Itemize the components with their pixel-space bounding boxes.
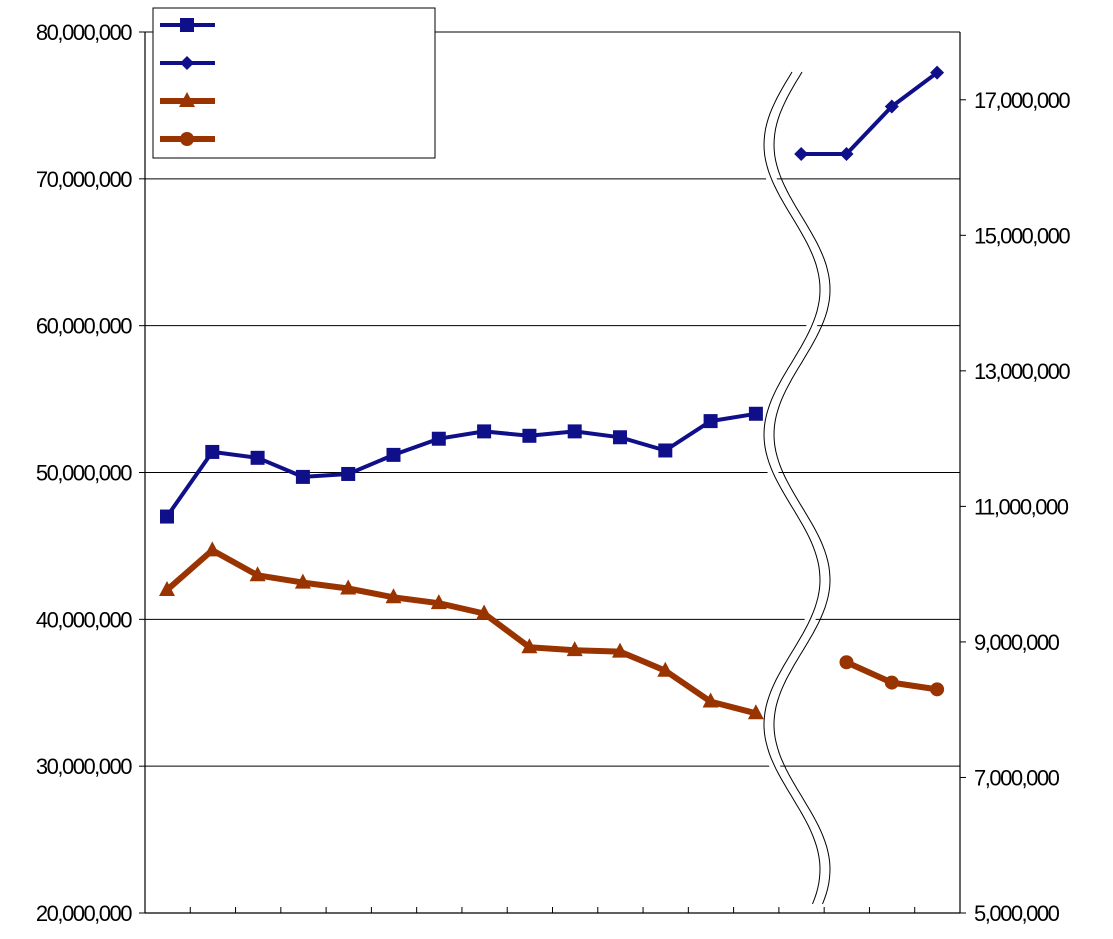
right-tick-label: 9,000,000 bbox=[974, 630, 1060, 655]
legend-entry bbox=[160, 132, 215, 146]
data-point bbox=[747, 704, 764, 720]
data-point bbox=[566, 641, 583, 657]
left-tick-label: 70,000,000 bbox=[36, 167, 132, 192]
left-tick-label: 60,000,000 bbox=[36, 314, 132, 339]
data-point bbox=[703, 414, 718, 429]
series-3 bbox=[159, 541, 764, 720]
data-point bbox=[884, 99, 899, 114]
data-point bbox=[930, 682, 945, 697]
series-1 bbox=[160, 406, 763, 524]
legend-marker bbox=[179, 92, 195, 107]
data-point bbox=[294, 573, 311, 589]
legend-marker bbox=[180, 132, 194, 146]
data-point bbox=[794, 146, 809, 161]
left-tick-label: 50,000,000 bbox=[36, 461, 132, 486]
data-point bbox=[341, 466, 356, 481]
data-point bbox=[250, 450, 265, 465]
right-tick-label: 13,000,000 bbox=[974, 359, 1070, 384]
legend-box bbox=[152, 7, 436, 159]
data-point bbox=[839, 655, 854, 670]
data-point bbox=[839, 146, 854, 161]
data-point bbox=[386, 447, 401, 462]
data-point bbox=[160, 509, 174, 524]
legend-entry bbox=[160, 92, 215, 107]
legend bbox=[152, 7, 436, 159]
legend-marker bbox=[180, 56, 194, 70]
axis-break-line bbox=[773, 71, 831, 905]
series-line bbox=[165, 411, 757, 518]
data-point bbox=[205, 444, 220, 459]
right-tick-label: 7,000,000 bbox=[974, 765, 1060, 790]
series bbox=[159, 65, 945, 720]
data-point bbox=[612, 642, 628, 658]
tick-labels: 20,000,000 30,000,000 40,000,000 50,000,000… bbox=[36, 20, 1072, 926]
data-point bbox=[613, 430, 627, 445]
data-point bbox=[430, 594, 447, 610]
left-tick-label: 30,000,000 bbox=[36, 754, 132, 779]
axis-break-line bbox=[763, 71, 821, 905]
data-point bbox=[884, 675, 899, 690]
axis-break-outline bbox=[764, 72, 830, 904]
left-tick-label: 80,000,000 bbox=[36, 20, 132, 45]
data-point bbox=[522, 428, 537, 443]
series-2 bbox=[794, 65, 945, 161]
data-point bbox=[658, 443, 673, 458]
data-point bbox=[431, 431, 446, 446]
right-tick-label: 11,000,000 bbox=[974, 494, 1069, 519]
data-point bbox=[748, 406, 763, 421]
data-point bbox=[385, 588, 402, 604]
left-tick-label: 20,000,000 bbox=[36, 901, 132, 926]
data-point bbox=[702, 692, 719, 708]
right-tick-label: 5,000,000 bbox=[974, 901, 1060, 926]
data-point bbox=[295, 469, 310, 484]
axes bbox=[139, 31, 966, 914]
series-4 bbox=[839, 655, 945, 697]
series-line bbox=[801, 71, 939, 156]
data-point bbox=[657, 661, 674, 677]
right-tick-label: 17,000,000 bbox=[974, 88, 1070, 113]
right-tick-label: 15,000,000 bbox=[974, 223, 1070, 248]
left-tick-label: 40,000,000 bbox=[36, 607, 132, 632]
data-point bbox=[249, 566, 266, 582]
axis-break-symbol bbox=[758, 69, 831, 906]
data-point bbox=[477, 424, 492, 439]
legend-entry bbox=[160, 18, 215, 32]
legend-marker bbox=[180, 18, 194, 32]
data-point bbox=[476, 604, 493, 620]
data-point bbox=[159, 580, 175, 596]
data-point bbox=[930, 65, 945, 80]
data-point bbox=[567, 424, 582, 439]
series-line bbox=[165, 547, 757, 717]
data-point bbox=[340, 579, 357, 595]
data-point bbox=[204, 541, 221, 557]
data-point bbox=[521, 638, 538, 654]
legend-entry bbox=[160, 56, 215, 70]
